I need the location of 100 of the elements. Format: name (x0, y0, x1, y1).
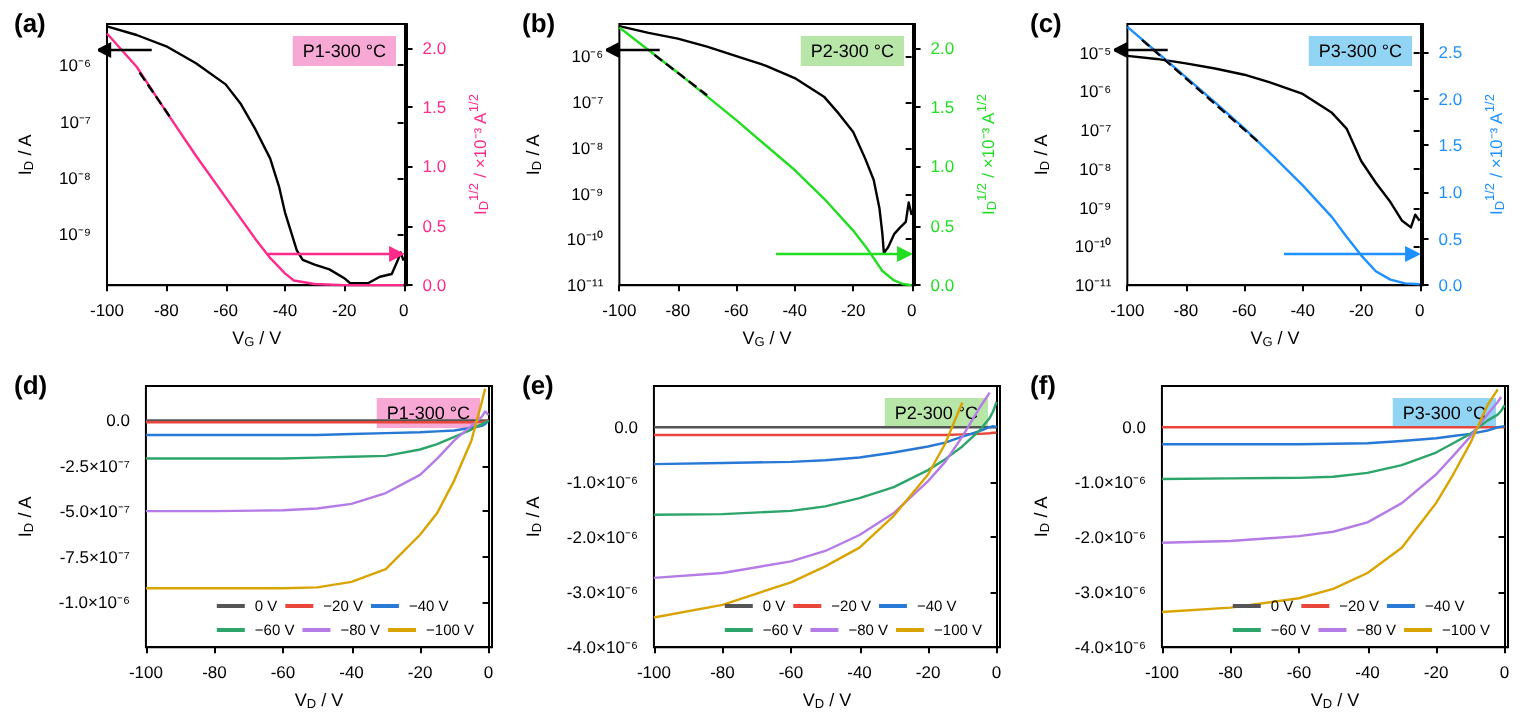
chart-title: (d) (14, 369, 48, 399)
y2-tick-label: 2.0 (930, 37, 955, 58)
x-tick-label: 0 (1414, 300, 1425, 321)
line-series (652, 423, 998, 465)
x-tick-label: -100 (1110, 300, 1145, 321)
y-tick-label: 10⁻⁸ (571, 137, 605, 158)
y-tick-label: 10⁻⁷ (572, 91, 604, 112)
x-tick-label: -60 (270, 661, 296, 682)
line-series (144, 386, 487, 589)
x-tick-label: -40 (847, 661, 873, 682)
x-tick-label: -20 (840, 300, 867, 321)
line-series (144, 418, 490, 459)
y-tick-label: 0.0 (1122, 416, 1147, 437)
y-tick-label: 10⁻⁷ (1080, 120, 1112, 141)
x-tick-label: -100 (636, 661, 672, 682)
x-tick-label: -20 (915, 661, 941, 682)
line-series (1160, 394, 1503, 543)
x-tick-label: -100 (1144, 661, 1180, 682)
y2-tick-label: 0.5 (1438, 228, 1463, 249)
x-tick-label: -20 (1423, 661, 1449, 682)
annotation: P1-300 °C (386, 402, 471, 422)
y2-tick-label: 1.5 (930, 97, 955, 118)
y-tick-label: 10⁻⁹ (58, 223, 92, 244)
y2-tick-label: 2.0 (1438, 88, 1463, 109)
y2-tick-label: 1.0 (930, 156, 955, 177)
y2-tick-label: 0.0 (422, 275, 447, 296)
y-tick-label: 10⁻¹⁰ (566, 229, 604, 250)
y-tick-label: -1.0×10⁻⁶ (58, 590, 130, 611)
x-tick-label: -60 (1231, 300, 1258, 321)
y-tick-label: 10⁻⁵ (1079, 42, 1112, 63)
y-tick-label: 10⁻⁸ (58, 167, 92, 188)
y2-tick-label: 0.0 (1438, 275, 1463, 296)
x-tick-label: -60 (213, 300, 239, 321)
y-tick-label: -7.5×10⁻⁷ (59, 545, 130, 566)
line-series (144, 409, 490, 512)
line-series (652, 390, 991, 579)
y2-tick-label: 1.5 (422, 97, 447, 118)
y-tick-label: -1.0×10⁻⁶ (1074, 471, 1146, 492)
y-tick-label: -3.0×10⁻⁶ (566, 581, 638, 602)
x-tick-label: -40 (782, 300, 808, 321)
x-tick-label: -80 (710, 661, 736, 682)
y2-tick-label: 0.5 (930, 215, 955, 236)
x-tick-label: -40 (1355, 661, 1381, 682)
chart-title: (a) (14, 8, 46, 38)
chart-title: (f) (1030, 369, 1056, 399)
y2-tick-label: 1.5 (1438, 135, 1463, 156)
annotation: P2-300 °C (810, 41, 895, 61)
x-tick-label: -60 (778, 661, 804, 682)
x-tick-label: -80 (154, 300, 180, 321)
y2-tick-label: 1.0 (422, 156, 447, 177)
y-tick-label: 10⁻¹¹ (1075, 275, 1112, 296)
y2-tick-label: 2.0 (422, 37, 447, 58)
annotation: P3-300 °C (1318, 41, 1403, 61)
y-tick-label: -4.0×10⁻⁶ (1074, 636, 1146, 657)
y-tick-label: 10⁻⁹ (571, 183, 605, 204)
line-series (652, 399, 998, 515)
y-tick-label: 10⁻¹⁰ (1074, 236, 1112, 257)
line-series (652, 400, 964, 618)
y2-tick-label: 1.0 (1438, 181, 1463, 202)
chart-title: (c) (1030, 8, 1062, 38)
x-tick-label: 0 (483, 661, 494, 682)
y-tick-label: -4.0×10⁻⁶ (566, 636, 638, 657)
y-tick-label: -1.0×10⁻⁶ (566, 471, 638, 492)
x-tick-label: -60 (1286, 661, 1312, 682)
line-series (1160, 387, 1499, 613)
y-tick-label: 10⁻⁶ (571, 46, 604, 67)
y-tick-label: 10⁻⁹ (1079, 197, 1113, 218)
chart-title: (e) (522, 369, 554, 399)
chart-title: (b) (522, 8, 556, 38)
line-series (1160, 423, 1506, 445)
y-tick-label: 10⁻⁷ (59, 111, 91, 132)
x-tick-label: 0 (906, 300, 917, 321)
x-tick-label: -100 (602, 300, 637, 321)
line-series (1160, 403, 1506, 480)
x-tick-label: -100 (128, 661, 164, 682)
x-tick-label: -40 (272, 300, 298, 321)
y-tick-label: 10⁻⁶ (59, 55, 91, 76)
x-tick-label: 0 (1499, 661, 1510, 682)
annotation: P1-300 °C (302, 41, 387, 61)
x-tick-label: -20 (407, 661, 433, 682)
x-tick-label: 0 (991, 661, 1002, 682)
y-tick-label: -5.0×10⁻⁷ (59, 500, 130, 521)
y-tick-label: 10⁻⁶ (1079, 81, 1112, 102)
y-tick-label: 10⁻⁸ (1079, 158, 1113, 179)
x-tick-label: -80 (665, 300, 691, 321)
x-tick-label: 0 (398, 300, 409, 321)
x-tick-label: -80 (1218, 661, 1244, 682)
x-tick-label: -40 (1290, 300, 1316, 321)
y-tick-label: 0.0 (614, 416, 639, 437)
y-tick-label: -2.5×10⁻⁷ (59, 454, 130, 475)
y-tick-label: -2.0×10⁻⁶ (566, 526, 638, 547)
y2-tick-label: 0.5 (422, 215, 447, 236)
y-tick-label: 10⁻¹¹ (567, 275, 604, 296)
y-tick-label: -3.0×10⁻⁶ (1074, 581, 1146, 602)
y-tick-label: 0.0 (106, 409, 131, 430)
x-tick-label: -100 (89, 300, 125, 321)
x-tick-label: -40 (339, 661, 365, 682)
line-series (144, 418, 490, 436)
x-tick-label: -20 (331, 300, 358, 321)
y2-tick-label: 2.5 (1438, 41, 1463, 62)
